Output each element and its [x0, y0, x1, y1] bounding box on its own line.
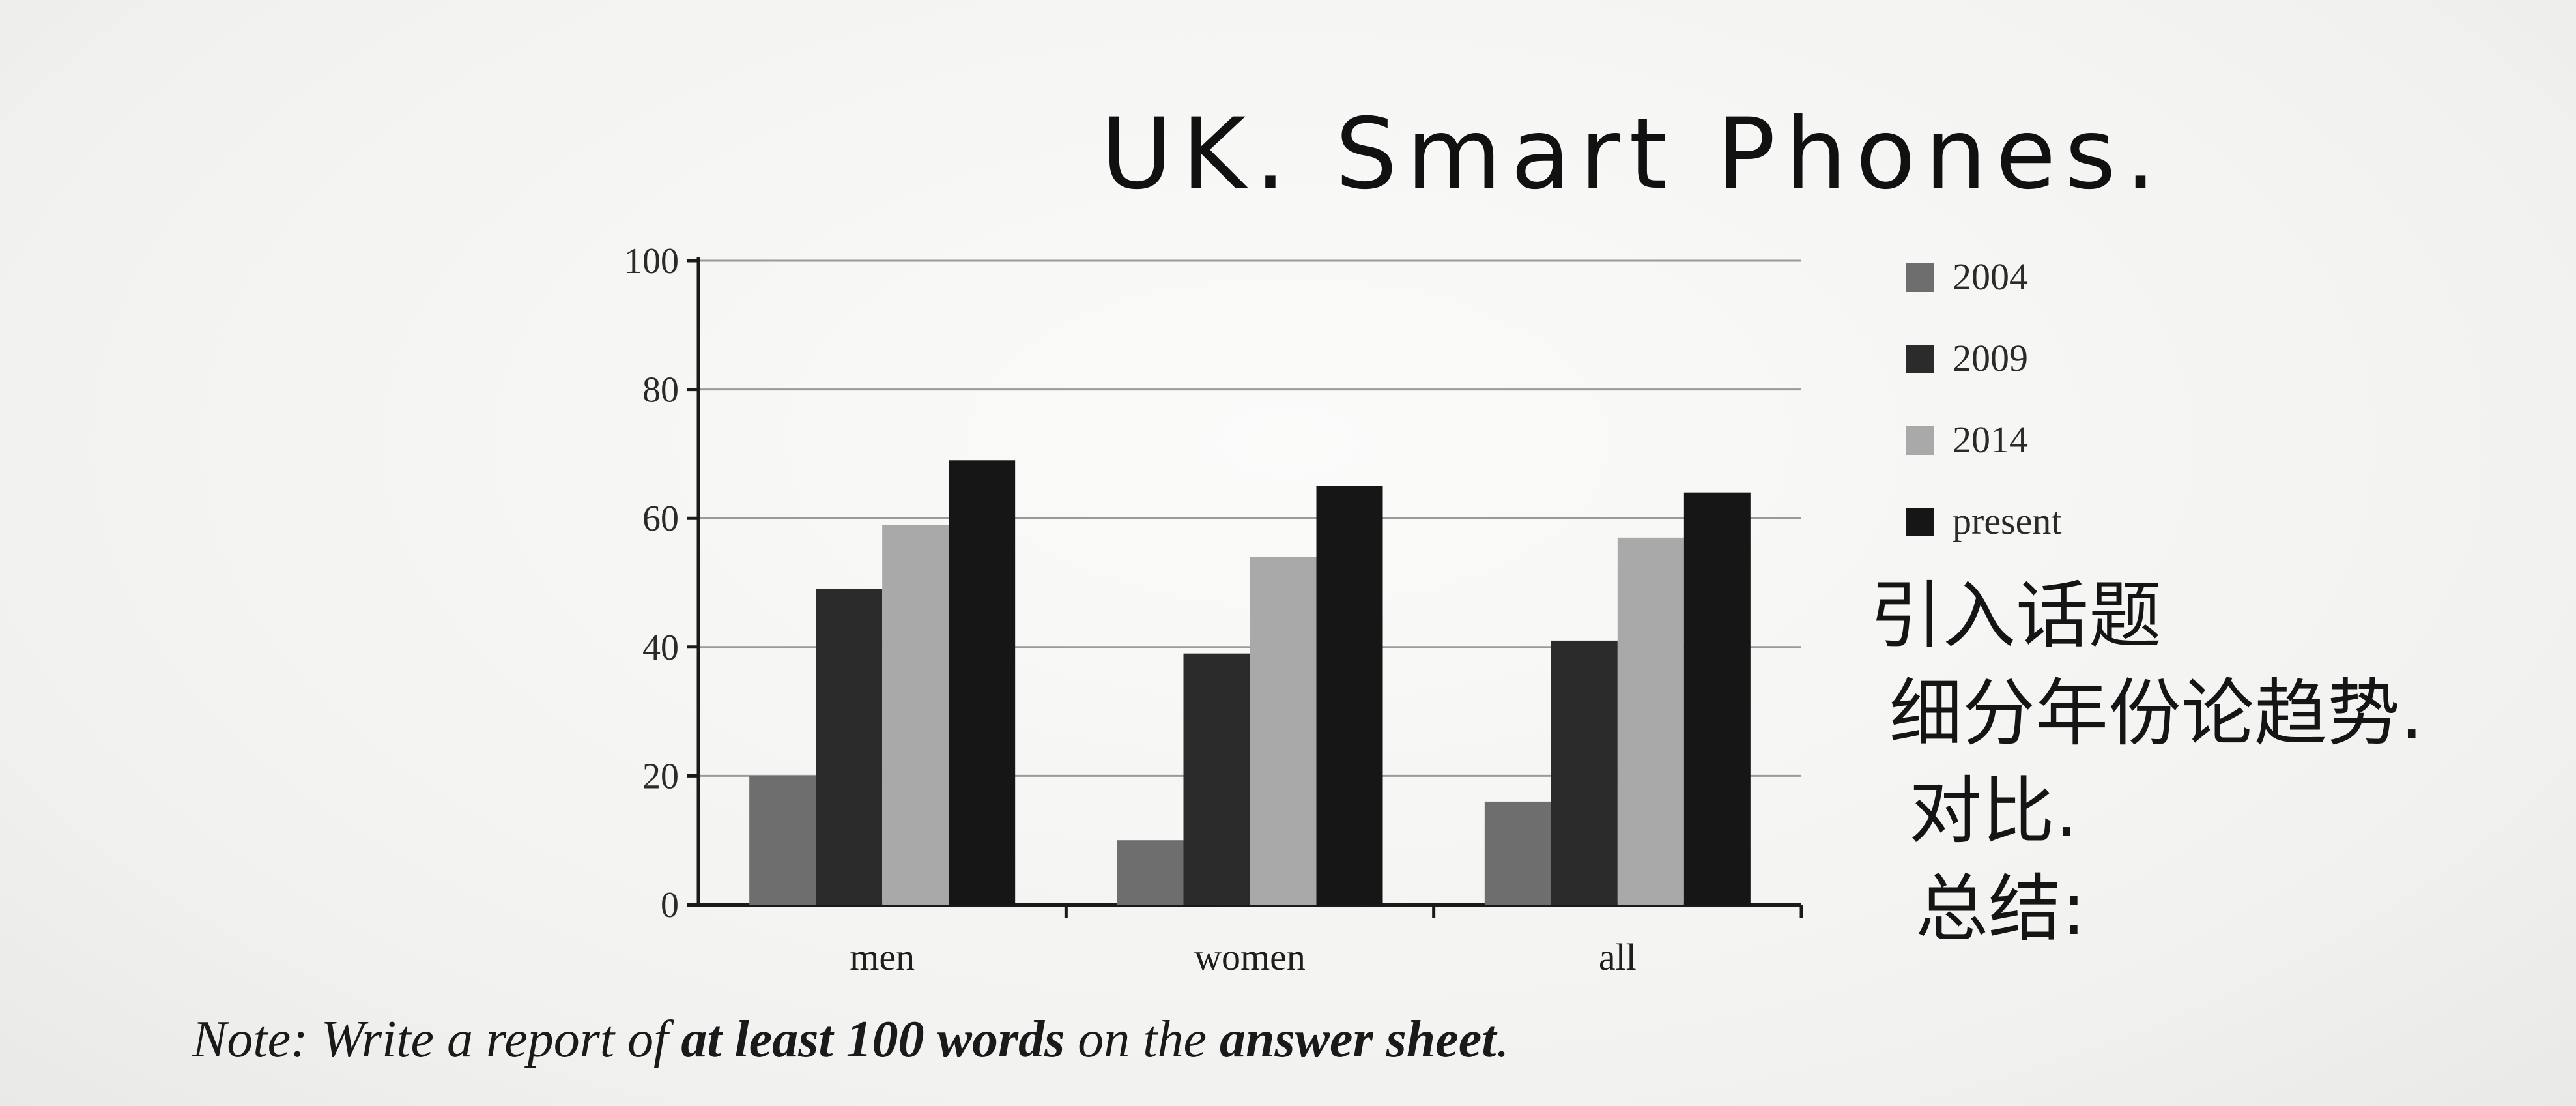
note-line: 对比.	[1909, 769, 2078, 854]
note-line: 总结:	[1915, 867, 2086, 952]
y-tick-label: 40	[642, 628, 679, 668]
bar	[1484, 801, 1551, 905]
legend-swatch	[1906, 426, 1934, 455]
bar	[1183, 653, 1250, 905]
bar	[816, 589, 883, 905]
note-part1: Write a report of	[308, 1011, 681, 1068]
x-tick-label: men	[850, 936, 915, 978]
legend-swatch	[1906, 263, 1934, 292]
bar	[882, 525, 949, 905]
bar	[1316, 486, 1383, 905]
x-tick-label: all	[1599, 936, 1637, 978]
legend-label: 2004	[1953, 255, 2028, 298]
bar	[949, 460, 1016, 905]
y-tick-label: 60	[642, 499, 679, 539]
bar	[1117, 840, 1184, 905]
bar	[1551, 640, 1618, 905]
note-bold-sheet: answer sheet	[1220, 1011, 1496, 1068]
bar	[1250, 557, 1317, 905]
note-colon: :	[291, 1011, 308, 1068]
axis-labels: 0 20 40 60 80 100 men women all	[624, 241, 1637, 978]
legend: 2004 2009 2014 present	[1906, 255, 2062, 542]
note-line: 细分年份论趋势.	[1889, 671, 2424, 756]
legend-label: present	[1953, 500, 2062, 542]
note-line: 引入话题	[1870, 574, 2162, 658]
legend-swatch	[1906, 508, 1934, 536]
bar	[1683, 492, 1751, 905]
y-tick-label: 0	[661, 885, 679, 925]
legend-label: 2014	[1953, 418, 2028, 461]
bar	[1617, 537, 1684, 905]
y-tick-label: 100	[624, 241, 679, 282]
task-note: Note: Write a report of at least 100 wor…	[192, 1010, 1510, 1070]
legend-label: 2009	[1953, 337, 2028, 379]
note-end: .	[1496, 1011, 1510, 1068]
x-tick-label: women	[1194, 936, 1306, 978]
bars	[749, 460, 1751, 905]
note-part2: on the	[1065, 1011, 1220, 1068]
note-bold-words: at least 100 words	[681, 1011, 1065, 1068]
legend-swatch	[1906, 345, 1934, 373]
note-prefix: Note	[192, 1011, 291, 1068]
handwritten-notes: 引入话题 细分年份论趋势. 对比. 总结:	[1870, 567, 2456, 958]
y-tick-label: 20	[642, 756, 679, 796]
bar	[749, 776, 816, 905]
y-tick-label: 80	[642, 370, 679, 411]
handwritten-title: UK. Smart Phones.	[1101, 98, 2166, 211]
